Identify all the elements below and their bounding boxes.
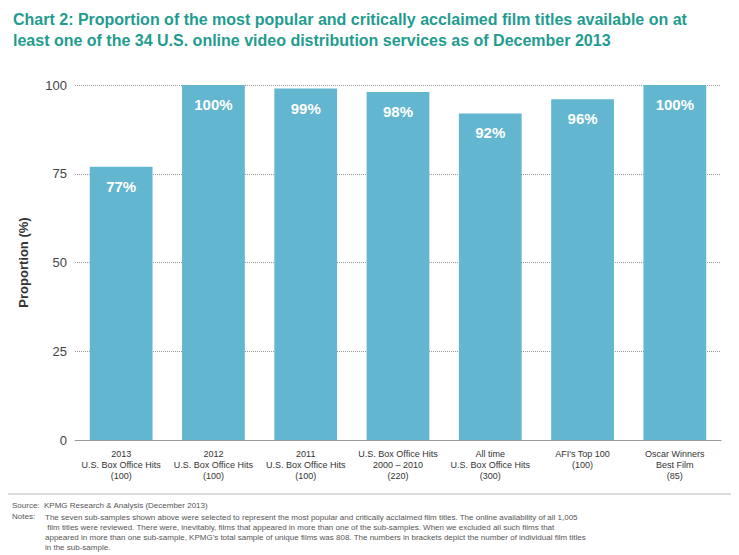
svg-text:2011: 2011 — [296, 449, 315, 459]
svg-text:appeared in more than one sub-: appeared in more than one sub-sample, KP… — [45, 533, 588, 542]
svg-text:U.S. Box Office Hits: U.S. Box Office Hits — [174, 460, 254, 470]
svg-text:in the sub-sample.: in the sub-sample. — [45, 543, 110, 552]
svg-text:Source: KPMG Research & Analy: Source: KPMG Research & Analysis (Decemb… — [12, 501, 208, 510]
svg-text:(100): (100) — [111, 471, 132, 481]
svg-text:96%: 96% — [568, 110, 598, 127]
svg-text:U.S. Box Office Hits: U.S. Box Office Hits — [358, 449, 438, 459]
svg-text:99%: 99% — [291, 100, 321, 117]
svg-text:2000 – 2010: 2000 – 2010 — [373, 460, 423, 470]
svg-text:100%: 100% — [194, 96, 232, 113]
svg-text:77%: 77% — [106, 178, 136, 195]
svg-text:The seven sub-samples shown ab: The seven sub-samples shown above were s… — [45, 513, 578, 522]
svg-text:25: 25 — [53, 344, 67, 359]
svg-text:(220): (220) — [387, 471, 408, 481]
svg-text:(100): (100) — [203, 471, 224, 481]
svg-text:All time: All time — [476, 449, 506, 459]
svg-text:100%: 100% — [656, 96, 694, 113]
svg-text:AFI's Top 100: AFI's Top 100 — [555, 449, 610, 459]
svg-text:Notes:: Notes: — [12, 512, 35, 521]
svg-text:2012: 2012 — [203, 449, 223, 459]
svg-text:Chart 2: Proportion of the mos: Chart 2: Proportion of the most popular … — [13, 11, 691, 28]
svg-text:2013: 2013 — [111, 449, 131, 459]
svg-text:Proportion (%): Proportion (%) — [16, 217, 31, 307]
svg-text:U.S. Box Office Hits: U.S. Box Office Hits — [266, 460, 346, 470]
svg-text:92%: 92% — [475, 124, 505, 141]
svg-text:(100): (100) — [572, 460, 593, 470]
svg-text:100: 100 — [45, 78, 67, 93]
svg-text:(100): (100) — [295, 471, 316, 481]
svg-text:(300): (300) — [480, 471, 501, 481]
svg-text:U.S. Box Office Hits: U.S. Box Office Hits — [451, 460, 531, 470]
svg-text:75: 75 — [53, 166, 67, 181]
svg-text:(85): (85) — [667, 471, 683, 481]
svg-text:film titles were reviewed. The: film titles were reviewed. There were, i… — [45, 523, 557, 532]
svg-text:U.S. Box Office Hits: U.S. Box Office Hits — [81, 460, 161, 470]
svg-text:50: 50 — [53, 255, 67, 270]
svg-text:least one of the 34 U.S. onlin: least one of the 34 U.S. online video di… — [13, 32, 611, 49]
svg-text:98%: 98% — [383, 103, 413, 120]
svg-text:0: 0 — [60, 433, 67, 448]
svg-text:Oscar Winners: Oscar Winners — [645, 449, 705, 459]
svg-text:Best Film: Best Film — [656, 460, 694, 470]
